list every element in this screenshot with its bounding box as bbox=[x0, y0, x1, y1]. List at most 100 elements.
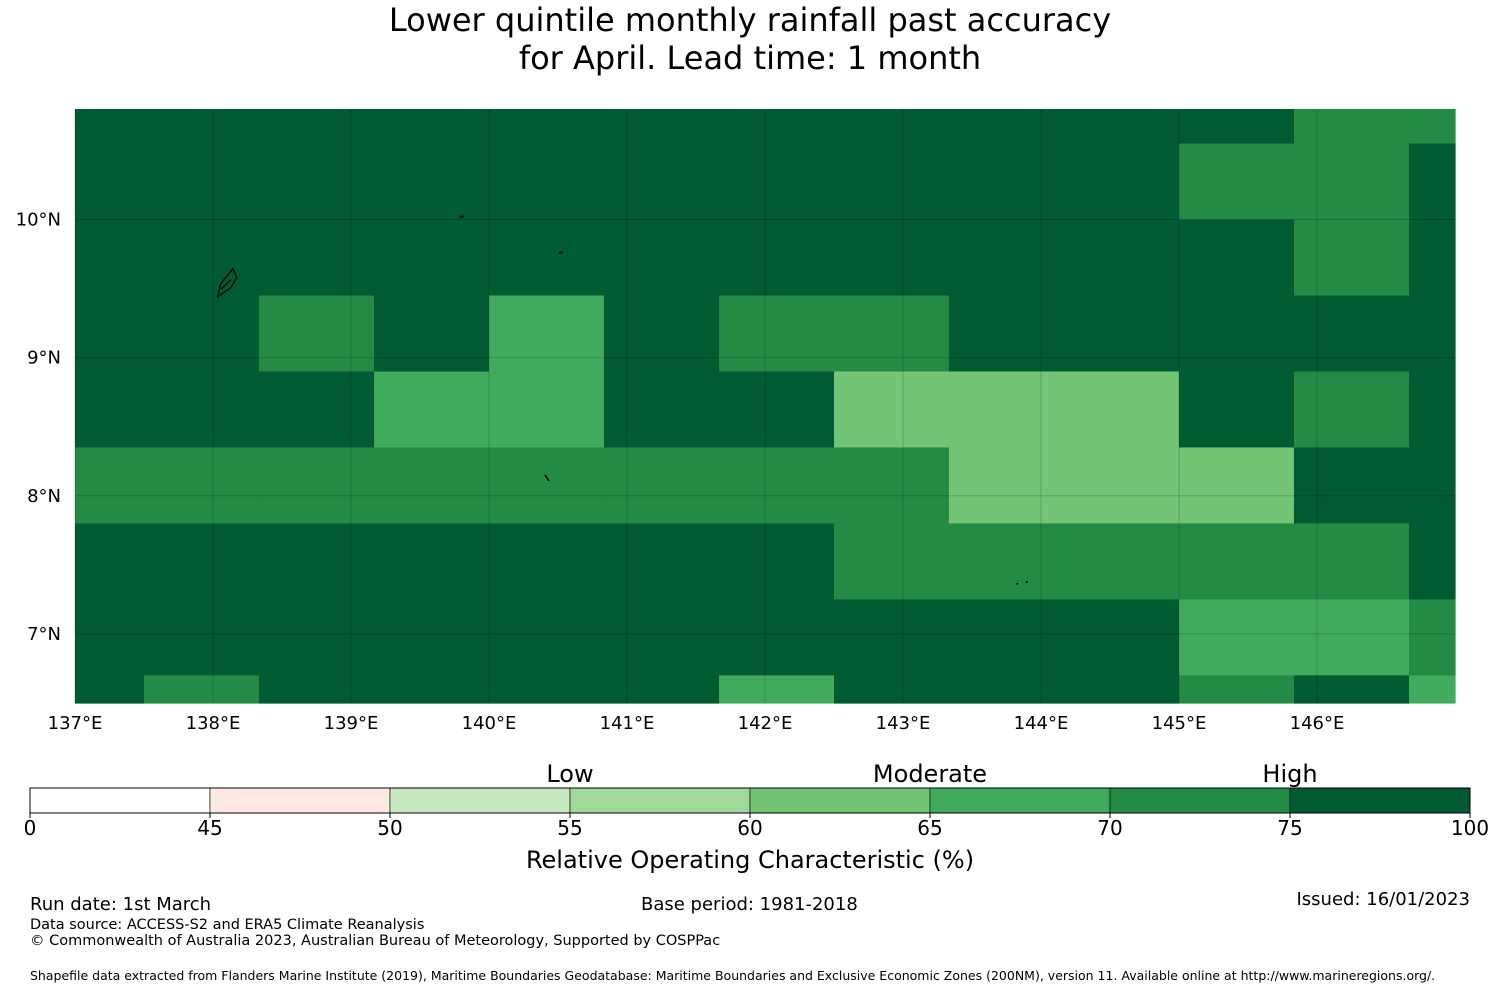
colorbar-category-label: High bbox=[1262, 760, 1317, 788]
map-cell bbox=[1409, 219, 1456, 297]
map-cell bbox=[1293, 523, 1410, 600]
lat-tick-label: 7°N bbox=[27, 624, 61, 645]
map-cell bbox=[489, 523, 605, 600]
map-cell bbox=[719, 219, 835, 297]
map-cell bbox=[834, 109, 950, 145]
map-cell bbox=[719, 143, 835, 221]
map-cell bbox=[489, 219, 605, 297]
map-cell bbox=[603, 447, 720, 525]
map-cell bbox=[603, 599, 720, 676]
lon-tick-label: 141°E bbox=[600, 713, 655, 734]
map-cell bbox=[1409, 143, 1456, 221]
map-cell bbox=[374, 599, 490, 676]
map-cell bbox=[258, 447, 375, 525]
map-cell bbox=[603, 219, 720, 297]
map-cell bbox=[144, 523, 260, 600]
map-cell bbox=[489, 371, 605, 449]
colorbar-tick-label: 65 bbox=[917, 816, 942, 840]
colorbar-tick-label: 55 bbox=[557, 816, 582, 840]
map-cell bbox=[1409, 447, 1456, 525]
island-outline bbox=[544, 474, 550, 482]
longitude-axis: 137°E 138°E 139°E 140°E 141°E 142°E 143°E 144°E… bbox=[48, 713, 1345, 734]
colorbar-tick-label: 0 bbox=[24, 816, 37, 840]
map-cell bbox=[1293, 219, 1410, 297]
map-cell bbox=[1293, 295, 1410, 373]
map-cell bbox=[834, 675, 950, 704]
map-cell bbox=[1409, 599, 1456, 676]
map-cell bbox=[1179, 599, 1295, 676]
colorbar-tick-label: 100 bbox=[1451, 816, 1489, 840]
map-cell bbox=[374, 143, 490, 221]
map-cell bbox=[75, 295, 145, 373]
map-cell bbox=[1179, 371, 1295, 449]
map-cell bbox=[834, 143, 950, 221]
map-cell bbox=[374, 447, 490, 525]
colorbar-segment bbox=[569, 787, 751, 814]
map-cell bbox=[1293, 109, 1410, 145]
lat-tick-label: 9°N bbox=[27, 348, 61, 369]
map-cell bbox=[834, 371, 950, 449]
map-cell bbox=[1179, 143, 1295, 221]
title-line-1: Lower quintile monthly rainfall past acc… bbox=[388, 1, 1112, 39]
map-cell bbox=[1293, 599, 1410, 676]
island-outline bbox=[216, 267, 238, 299]
issued-date: Issued: 16/01/2023 bbox=[1296, 889, 1470, 910]
lat-tick-label: 8°N bbox=[27, 486, 61, 507]
map-cell bbox=[834, 599, 950, 676]
map-cell bbox=[374, 523, 490, 600]
map-cell bbox=[258, 143, 375, 221]
run-date: Run date: 1st March bbox=[30, 894, 212, 915]
map-cell bbox=[1293, 371, 1410, 449]
map-cell bbox=[603, 523, 720, 600]
map-cell bbox=[1293, 143, 1410, 221]
map-cell bbox=[834, 523, 950, 600]
map-cell bbox=[1179, 109, 1295, 145]
map-cell bbox=[374, 371, 490, 449]
map-islands bbox=[216, 215, 1028, 585]
colorbar-tick-label: 50 bbox=[377, 816, 402, 840]
lon-tick-label: 142°E bbox=[738, 713, 793, 734]
map-cell bbox=[1064, 143, 1180, 221]
map-cell bbox=[374, 675, 490, 704]
map-cell bbox=[948, 219, 1065, 297]
map-cell bbox=[75, 109, 145, 145]
map-cell bbox=[948, 447, 1065, 525]
map-cell bbox=[948, 109, 1065, 145]
map-cell bbox=[719, 523, 835, 600]
map-cell bbox=[719, 295, 835, 373]
title-line-2: for April. Lead time: 1 month bbox=[518, 39, 982, 77]
map-cell bbox=[1179, 219, 1295, 297]
map-cell bbox=[489, 143, 605, 221]
map-cell bbox=[719, 675, 835, 704]
map-cell bbox=[719, 599, 835, 676]
colorbar-category-label: Moderate bbox=[873, 760, 987, 788]
map-cell bbox=[948, 599, 1065, 676]
map-cell bbox=[258, 295, 375, 373]
map-cell bbox=[144, 219, 260, 297]
map-cell bbox=[1064, 219, 1180, 297]
map-cell bbox=[948, 523, 1065, 600]
lon-tick-label: 139°E bbox=[324, 713, 379, 734]
colorbar: 0 45 50 55 60 65 70 75 100 Low Moderate High Relativ… bbox=[24, 760, 1489, 874]
map-cell bbox=[719, 371, 835, 449]
map-cell bbox=[603, 371, 720, 449]
map-cell bbox=[144, 143, 260, 221]
map-cell bbox=[1179, 675, 1295, 704]
colorbar-segment bbox=[209, 787, 391, 814]
map-cell bbox=[1409, 109, 1456, 145]
map-cell bbox=[1293, 675, 1410, 704]
map-cell bbox=[258, 219, 375, 297]
map-cell bbox=[144, 675, 260, 704]
map-cell bbox=[144, 109, 260, 145]
map-cell bbox=[75, 599, 145, 676]
map-cell bbox=[603, 109, 720, 145]
map-cell bbox=[75, 371, 145, 449]
map-cell bbox=[1064, 599, 1180, 676]
colorbar-segment bbox=[929, 787, 1111, 814]
colorbar-segment bbox=[749, 787, 931, 814]
map-cell bbox=[1064, 295, 1180, 373]
map-cell bbox=[948, 675, 1065, 704]
colorbar-tick-label: 45 bbox=[197, 816, 222, 840]
map-cell bbox=[1064, 523, 1180, 600]
map-cell bbox=[374, 219, 490, 297]
